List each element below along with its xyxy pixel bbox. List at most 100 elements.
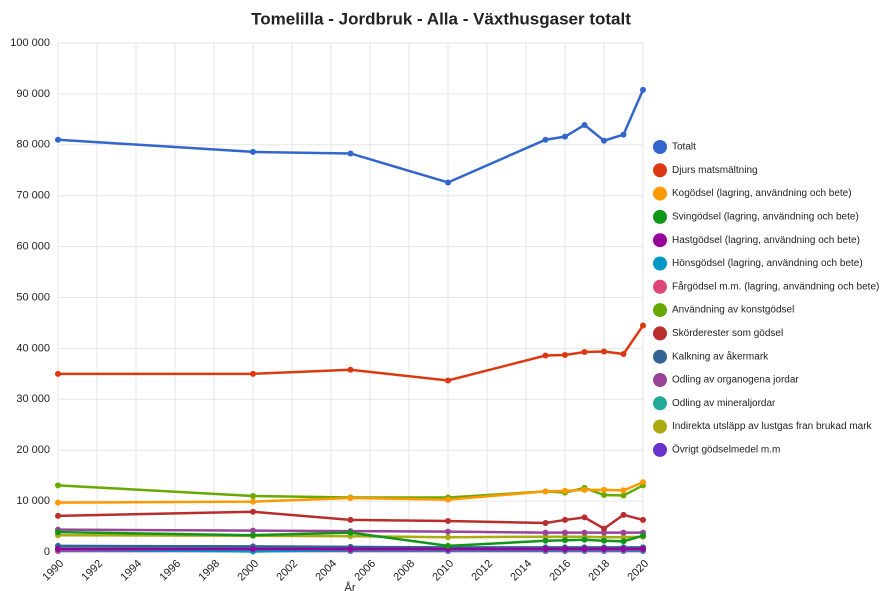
- x-tick-label: 1996: [157, 558, 183, 584]
- point: [347, 516, 354, 523]
- x-tick-label: 2020: [625, 558, 651, 584]
- point: [347, 150, 354, 157]
- point: [562, 529, 568, 536]
- point: [581, 529, 588, 536]
- legend-marker: [653, 233, 667, 248]
- legend-marker: [653, 396, 667, 411]
- y-tick-label: 40 000: [16, 342, 50, 354]
- point: [542, 488, 549, 495]
- point: [542, 537, 549, 544]
- point: [55, 529, 61, 536]
- point: [601, 491, 607, 498]
- series: [55, 322, 646, 384]
- point: [601, 525, 607, 532]
- point: [620, 492, 627, 499]
- point: [620, 131, 627, 138]
- x-tick-label: 1998: [196, 558, 222, 584]
- point: [542, 545, 549, 552]
- y-tick-label: 60 000: [16, 241, 50, 253]
- point: [601, 348, 607, 355]
- line: [57, 89, 645, 184]
- legend-marker: [653, 326, 667, 341]
- point: [347, 366, 354, 373]
- legend-label: Hönsgödsel (lagring, användning och bete…: [672, 258, 863, 269]
- line: [57, 533, 644, 539]
- y-tick-label: 100 000: [10, 37, 50, 49]
- point: [581, 536, 588, 543]
- legend-marker: [653, 442, 667, 457]
- x-tick-label: 2012: [469, 558, 495, 584]
- line: [57, 481, 644, 504]
- point: [581, 121, 588, 128]
- x-tick-label: 2000: [235, 558, 261, 584]
- point: [445, 179, 451, 186]
- legend-label: Totalt: [672, 142, 696, 153]
- x-tick-label: 2018: [586, 558, 612, 584]
- line: [57, 544, 643, 549]
- legend-marker: [653, 209, 667, 224]
- point: [55, 499, 61, 506]
- y-tick-label: 50 000: [16, 291, 50, 303]
- point: [640, 479, 646, 486]
- legend-label: Odling av organogena jordar: [672, 375, 799, 386]
- x-axis-label: År: [345, 581, 356, 591]
- point: [581, 486, 588, 493]
- legend-label: Svingödsel (lagring, användning och bete…: [672, 212, 859, 223]
- point: [250, 527, 256, 534]
- point: [640, 545, 646, 552]
- point: [55, 370, 61, 377]
- legend-marker: [653, 256, 667, 271]
- point: [55, 136, 61, 143]
- y-tick-label: 10 000: [16, 495, 50, 507]
- x-tick-label: 1992: [79, 558, 105, 584]
- point: [250, 493, 256, 500]
- point: [445, 517, 451, 524]
- legend-marker: [653, 186, 667, 201]
- point: [620, 545, 627, 552]
- point: [562, 133, 568, 140]
- line: [57, 530, 644, 548]
- point: [562, 487, 568, 494]
- x-tick-label: 2010: [430, 558, 456, 584]
- point: [640, 532, 646, 539]
- series: [55, 508, 646, 532]
- point: [620, 350, 627, 357]
- x-tick-label: 1994: [118, 558, 144, 584]
- legend-marker: [653, 163, 667, 178]
- point: [620, 538, 627, 545]
- point: [620, 529, 627, 536]
- x-tick-label: 2004: [313, 558, 339, 584]
- point: [347, 495, 354, 502]
- point: [55, 512, 61, 519]
- legend-label: Övrigt gödselmedel m.m: [672, 444, 780, 456]
- legend-marker: [653, 349, 667, 364]
- point: [542, 529, 549, 536]
- point: [601, 545, 607, 552]
- y-tick-label: 90 000: [16, 88, 50, 100]
- point: [250, 370, 256, 377]
- series: [55, 529, 646, 549]
- series: [55, 479, 646, 506]
- point: [445, 534, 451, 541]
- point: [250, 532, 256, 539]
- x-tick-label: 2002: [274, 558, 300, 584]
- legend-marker: [653, 279, 667, 294]
- legend-marker: [653, 140, 667, 154]
- legend-marker: [653, 419, 667, 434]
- point: [581, 514, 588, 521]
- point: [562, 516, 568, 523]
- point: [640, 322, 646, 329]
- y-tick-label: 80 000: [16, 139, 50, 151]
- point: [542, 519, 549, 526]
- point: [445, 528, 451, 535]
- point: [581, 348, 588, 355]
- x-tick-label: 2008: [391, 558, 417, 584]
- point: [620, 511, 627, 518]
- legend-marker: [653, 303, 667, 318]
- point: [445, 496, 451, 503]
- legend-label: Skörderester som gödsel: [672, 328, 783, 339]
- line: [58, 324, 645, 382]
- x-tick-label: 1990: [40, 558, 66, 584]
- point: [620, 487, 627, 494]
